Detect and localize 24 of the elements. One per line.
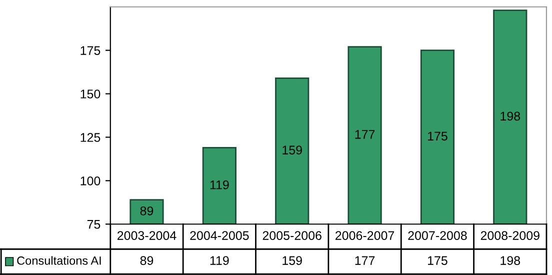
x-tick-label: 2008-2009	[480, 231, 540, 240]
data-label: 89	[140, 256, 154, 265]
x-tick-label: 2005-2006	[262, 231, 322, 240]
data-label: 177	[355, 256, 375, 265]
annotation: 89	[140, 206, 154, 216]
x-tick-label: 2003-2004	[117, 231, 176, 240]
x-tick-label: 2006-2007	[336, 231, 394, 240]
legend-label: Consultations AI	[17, 256, 101, 265]
annotation: 159	[282, 146, 302, 154]
y-tick-label: 150	[80, 90, 100, 98]
data-label: 198	[500, 256, 520, 265]
y-tick-label: 100	[80, 176, 100, 186]
annotation: 175	[428, 132, 448, 141]
data-label: 175	[428, 256, 448, 265]
x-tick-label: 2004-2005	[190, 231, 249, 240]
data-label: 119	[210, 256, 229, 265]
y-tick-label: 175	[80, 46, 100, 55]
annotation: 177	[355, 130, 375, 139]
annotation: 198	[500, 112, 520, 121]
y-tick-label: 125	[80, 133, 100, 142]
y-tick-label: 75	[87, 220, 100, 229]
x-tick-label: 2007-2008	[408, 231, 467, 240]
annotation: 119	[210, 180, 229, 190]
data-label: 159	[282, 256, 302, 265]
